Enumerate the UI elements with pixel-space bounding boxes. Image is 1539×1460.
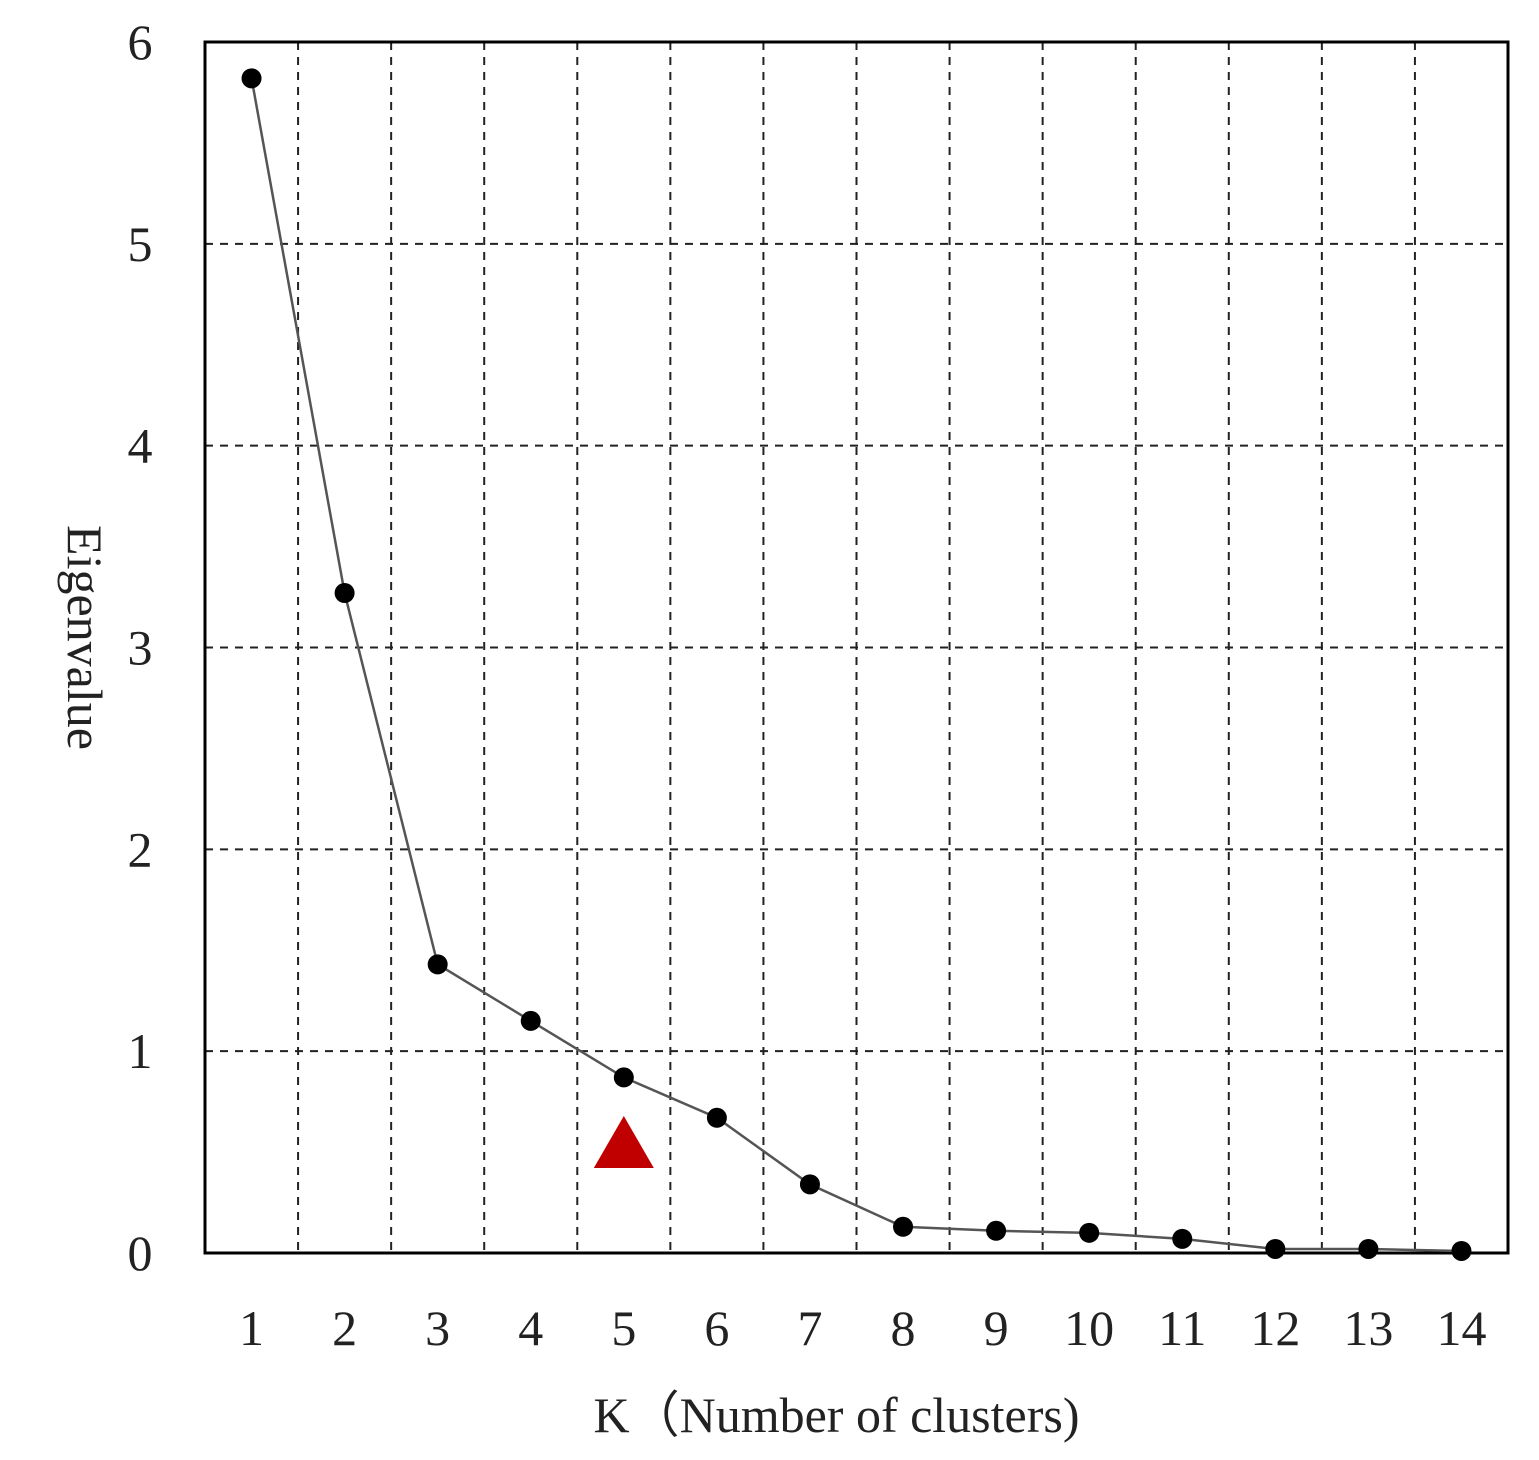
x-tick-label: 6: [704, 1300, 729, 1356]
x-tick-label: 7: [797, 1300, 822, 1356]
plot-frame: [203, 40, 1510, 1255]
data-point: [1172, 1228, 1193, 1249]
x-axis-label: K（Number of clusters): [594, 1387, 1080, 1443]
data-point: [1451, 1240, 1472, 1261]
x-tick-label: 3: [425, 1300, 450, 1356]
y-tick-label: 6: [128, 14, 153, 70]
y-tick-label: 1: [128, 1023, 153, 1079]
data-point: [1358, 1238, 1379, 1259]
data-point: [334, 583, 355, 604]
x-tick-label: 4: [518, 1300, 543, 1356]
data-point: [613, 1067, 634, 1088]
y-tick-label: 0: [128, 1225, 153, 1281]
y-tick-label: 2: [128, 821, 153, 877]
x-tick-label: 10: [1064, 1300, 1114, 1356]
data-point: [520, 1010, 541, 1031]
data-point: [799, 1174, 820, 1195]
data-point: [893, 1216, 914, 1237]
data-point: [1079, 1222, 1100, 1243]
x-tick-label: 11: [1158, 1300, 1206, 1356]
x-tick-label: 14: [1436, 1300, 1486, 1356]
series-line: [250, 78, 1462, 1253]
data-point: [986, 1220, 1007, 1241]
x-tick-label: 2: [332, 1300, 357, 1356]
y-tick-label: 4: [128, 418, 153, 474]
y-axis-label: Eigenvalue: [57, 525, 113, 750]
annotation-group: [593, 1115, 654, 1168]
x-tick-label: 13: [1343, 1300, 1393, 1356]
grid-lines: [205, 42, 1508, 1253]
x-tick-label: 8: [891, 1300, 916, 1356]
x-tick-label: 12: [1250, 1300, 1300, 1356]
x-tick-labels: 1 2 3 4 5 6 7 8 9 10 11 12 13 14: [239, 1300, 1486, 1356]
series-group: [241, 68, 1472, 1261]
x-tick-label: 1: [239, 1300, 264, 1356]
highlight-triangle-marker: [593, 1115, 654, 1168]
data-point: [706, 1107, 727, 1128]
data-point: [241, 68, 262, 89]
x-tick-label: 9: [984, 1300, 1009, 1356]
y-tick-label: 3: [128, 620, 153, 676]
data-point: [1265, 1238, 1286, 1259]
y-tick-label: 5: [128, 216, 153, 272]
y-tick-labels: 0 1 2 3 4 5 6: [128, 14, 153, 1281]
x-tick-label: 5: [611, 1300, 636, 1356]
data-point: [427, 954, 448, 975]
